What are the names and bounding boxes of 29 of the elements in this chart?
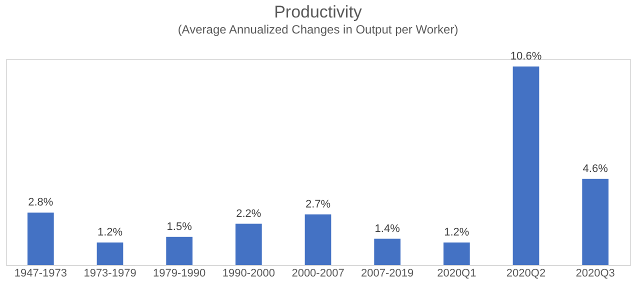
bar: [582, 178, 609, 265]
data-label: 1.2%: [97, 226, 123, 239]
x-tick-label: 1947-1973: [14, 268, 67, 280]
data-label: 2.8%: [28, 196, 54, 209]
x-tick-label: 2020Q2: [506, 268, 546, 280]
bar: [374, 238, 401, 265]
chart-title: Productivity: [274, 2, 362, 22]
data-label: 2.2%: [236, 208, 262, 220]
bar: [96, 242, 124, 265]
chart-subtitle: (Average Annualized Changes in Output per Worker): [178, 22, 458, 36]
x-tick-label: 2020Q3: [576, 268, 615, 280]
x-tick-label: 1973-1979: [84, 268, 136, 280]
x-tick-label: 2007-2019: [361, 268, 414, 280]
data-label: 2.7%: [305, 198, 331, 210]
data-label: 4.6%: [582, 162, 608, 175]
x-tick-label: 2000-2007: [292, 268, 344, 280]
x-tick-label: 1990-2000: [222, 268, 275, 280]
data-label: 1.5%: [166, 220, 192, 233]
data-label: 10.6%: [510, 50, 542, 62]
bar: [443, 242, 470, 265]
bar: [304, 214, 332, 265]
bar: [27, 212, 54, 265]
x-tick-label: 2020Q1: [437, 268, 476, 280]
bar: [512, 66, 540, 265]
data-label: 1.4%: [374, 222, 400, 235]
bar: [166, 236, 193, 265]
data-label: 1.2%: [444, 226, 470, 239]
x-tick-label: 1979-1990: [153, 268, 206, 280]
bar: [235, 224, 262, 265]
